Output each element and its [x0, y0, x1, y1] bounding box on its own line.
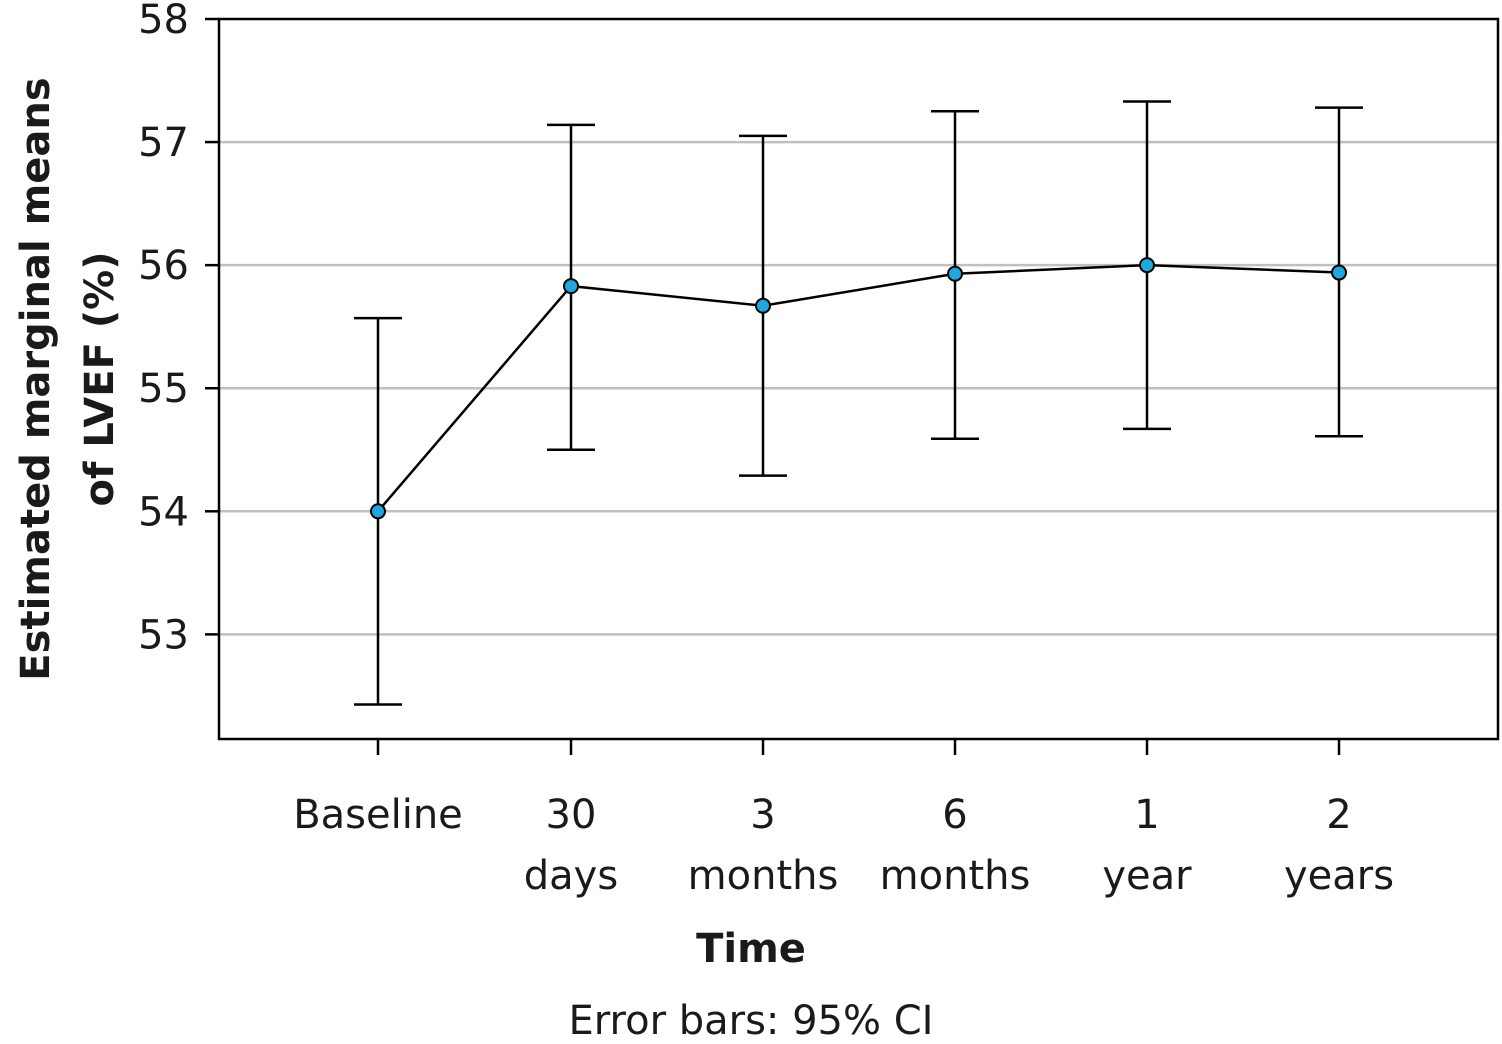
data-point: [370, 503, 386, 520]
y-tick-label: 53: [138, 612, 189, 658]
data-points: [370, 257, 1347, 520]
y-tick-label: 54: [138, 489, 189, 535]
axes: [205, 17, 1500, 755]
x-tick-label: years: [1284, 853, 1394, 899]
x-tick-label: days: [524, 853, 618, 899]
x-tick-label: 6: [942, 792, 967, 838]
x-tick-label: year: [1102, 853, 1192, 899]
x-axis-title: Time: [696, 926, 806, 972]
series-line: [377, 263, 1340, 513]
x-tick-label: 2: [1326, 792, 1351, 838]
x-tick-label: months: [688, 853, 839, 899]
x-tick-label: 1: [1134, 792, 1159, 838]
x-tick-label: 3: [750, 792, 775, 838]
data-point: [755, 297, 771, 314]
y-tick-label: 58: [138, 0, 189, 43]
y-tick-label: 57: [138, 120, 189, 166]
y-tick-label: 55: [138, 366, 189, 412]
grid-lines: [219, 140, 1498, 636]
x-tick-label: Baseline: [293, 792, 463, 838]
y-axis-title: of LVEF (%): [77, 252, 123, 507]
y-tick-label: 56: [138, 243, 189, 289]
plot-frame: [217, 17, 1500, 741]
x-tick-label: months: [880, 853, 1031, 899]
x-tick-label: 30: [546, 792, 597, 838]
labels: Time Error bars: 95% CI 53 54 55 56 57 58 Base…: [13, 0, 1394, 1044]
data-point: [563, 278, 579, 295]
data-point: [1139, 257, 1155, 274]
data-point: [1331, 264, 1347, 281]
data-point: [947, 265, 963, 282]
y-axis-title: Estimated marginal means: [13, 77, 59, 680]
error-bars-note: Error bars: 95% CI: [569, 998, 934, 1040]
series-lines: [377, 263, 1340, 513]
error-bars: [354, 100, 1363, 706]
